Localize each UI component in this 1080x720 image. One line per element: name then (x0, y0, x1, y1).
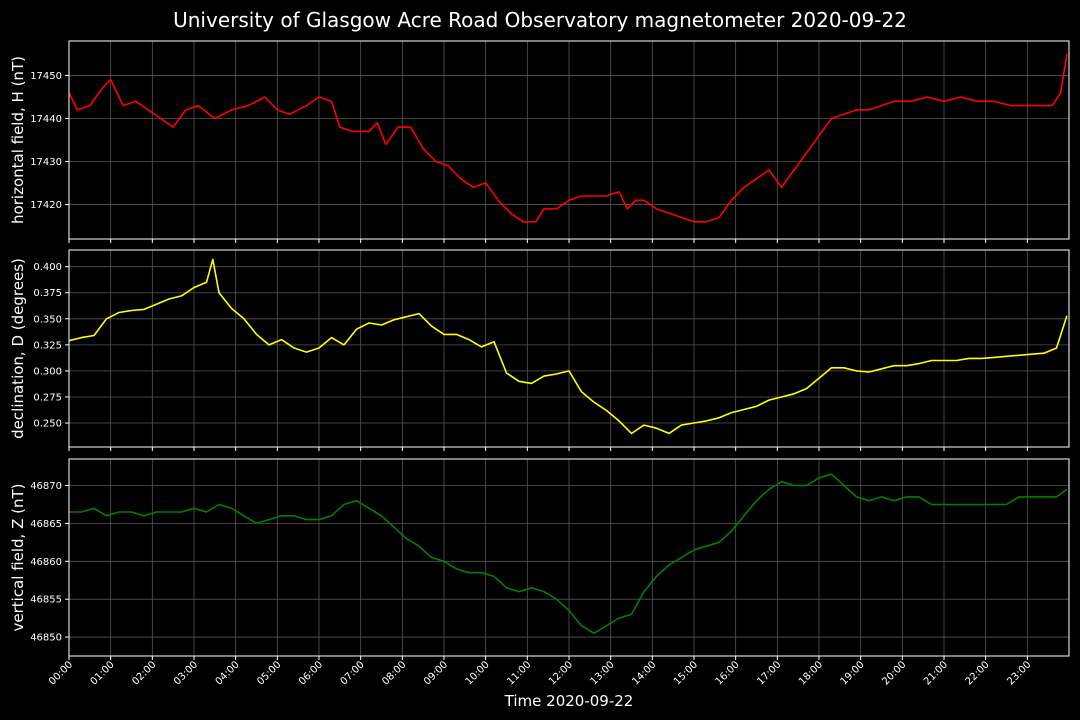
x-tick-label: 20:00 (880, 659, 908, 687)
y-tick-label: 46850 (30, 633, 62, 644)
y-tick-label: 0.375 (33, 288, 62, 299)
y-tick-label: 17420 (30, 200, 62, 211)
y-axis-label: vertical field, Z (nT) (9, 483, 27, 631)
panel-declination: 0.250 0.275 0.300 0.325 0.350 0.375 0.400 decli… (9, 249, 1070, 451)
plot-frame (68, 249, 1070, 448)
x-tick-label: 16:00 (714, 659, 742, 687)
x-tick-label: 14:00 (630, 659, 658, 687)
x-tick-label: 21:00 (922, 659, 950, 687)
x-tick-label: 05:00 (255, 659, 283, 687)
y-tick-label: 0.250 (33, 419, 62, 430)
x-tick-label: 08:00 (380, 659, 408, 687)
x-tick-label: 22:00 (964, 659, 992, 687)
x-tick-label: 07:00 (339, 659, 367, 687)
x-tick-label: 23:00 (1005, 659, 1033, 687)
series-line (69, 473, 1068, 635)
y-tick-label: 46865 (30, 519, 62, 530)
x-tick-label: 10:00 (464, 659, 492, 687)
chart-title: University of Glasgow Acre Road Observat… (173, 8, 907, 32)
x-tick-label: 13:00 (589, 659, 617, 687)
x-tick-label: 01:00 (89, 659, 117, 687)
y-axis-label: declination, D (degrees) (9, 258, 27, 439)
x-tick-label: 09:00 (422, 659, 450, 687)
x-tick-label: 12:00 (547, 659, 575, 687)
x-axis-label: Time 2020-09-22 (504, 692, 634, 710)
y-tick-label: 0.300 (33, 366, 62, 377)
y-tick-label: 0.350 (33, 314, 62, 325)
series-line (68, 258, 1068, 435)
y-tick-label: 46870 (30, 481, 62, 492)
x-tick-label: 17:00 (755, 659, 783, 687)
x-tick-label: 19:00 (839, 659, 867, 687)
y-tick-label: 46860 (30, 557, 62, 568)
x-tick-label: 18:00 (797, 659, 825, 687)
plot-frame (68, 40, 1070, 240)
x-tick-label: 11:00 (505, 659, 533, 687)
y-tick-label: 46855 (30, 595, 62, 606)
x-tick-label: 00:00 (47, 659, 75, 687)
y-tick-label: 17430 (30, 157, 62, 168)
y-tick-label: 17440 (30, 114, 62, 125)
plot-frame (68, 458, 1070, 657)
y-tick-label: 17450 (30, 71, 62, 82)
x-tick-label: 06:00 (297, 659, 325, 687)
x-tick-label: 15:00 (672, 659, 700, 687)
y-tick-label: 0.400 (33, 262, 62, 273)
y-tick-label: 0.325 (33, 340, 62, 351)
y-axis-label: horizontal field, H (nT) (9, 56, 27, 224)
x-tick-label: 02:00 (130, 659, 158, 687)
x-tick-label: 03:00 (172, 659, 200, 687)
x-tick-label: 04:00 (214, 659, 242, 687)
series-line (68, 53, 1068, 223)
y-tick-label: 0.275 (33, 392, 62, 403)
x-axis-time: 00:00 01:00 02:00 03:00 04:00 05:00 06:00 07:00… (47, 659, 1033, 687)
